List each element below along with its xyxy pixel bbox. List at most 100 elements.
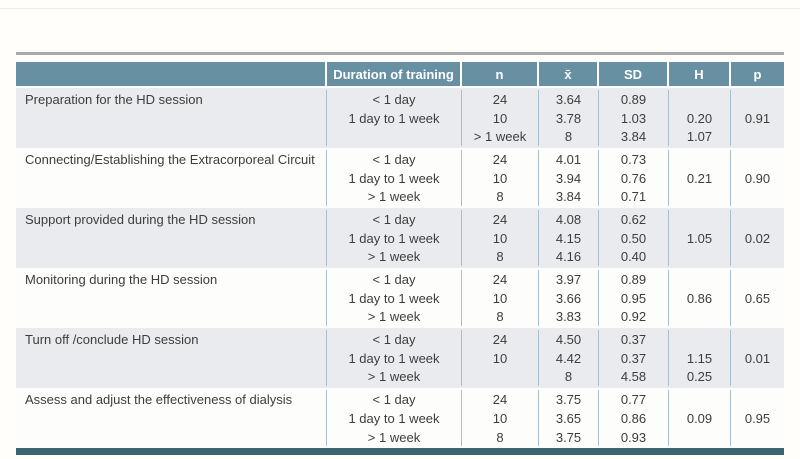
cell-xbar: 3.75 [539, 390, 599, 409]
table-row: 1 day to 1 week 10 3.78 1.03 0.20 0.91 [16, 108, 784, 128]
column-header-h: H [669, 62, 731, 86]
cell-n: 8 [462, 187, 539, 207]
table-row: > 1 week 8 4.16 0.40 [16, 247, 784, 267]
activity-label [16, 108, 327, 128]
table-row: Assess and adjust the effectiveness of d… [16, 390, 784, 409]
cell-p [731, 90, 784, 109]
cell-p [731, 187, 784, 206]
cell-sd: 0.40 [599, 247, 669, 267]
cell-n: 8 [462, 307, 539, 327]
table-row: > 1 week 8 3.83 0.92 [16, 307, 784, 327]
cell-sd: 0.92 [599, 307, 669, 327]
cell-p [731, 248, 784, 267]
cell-xbar: 4.50 [539, 330, 599, 349]
cell-n: 24 [462, 90, 539, 109]
cell-duration: 1 day to 1 week [327, 228, 462, 248]
table-group: Monitoring during the HD session < 1 day 2… [16, 268, 784, 329]
cell-sd: 0.62 [599, 210, 669, 229]
cell-duration: < 1 day [327, 270, 462, 289]
cell-h [669, 210, 731, 229]
cell-duration: < 1 day [327, 150, 462, 169]
cell-n [462, 367, 539, 387]
cell-p [731, 127, 784, 146]
cell-sd: 1.03 [599, 108, 669, 128]
table-row: > 1 week 8 4.58 0.25 [16, 367, 784, 387]
cell-p [731, 210, 784, 229]
cell-xbar: 4.16 [539, 247, 599, 267]
cell-p: 0.90 [744, 170, 771, 186]
cell-xbar: 4.15 [539, 228, 599, 248]
activity-label [16, 168, 327, 188]
cell-xbar: 4.08 [539, 210, 599, 229]
cell-h: 0.20 [669, 108, 731, 128]
cell-p [731, 308, 784, 327]
activity-label [16, 127, 327, 147]
cell-n: > 1 week [462, 127, 539, 147]
activity-label [16, 307, 327, 327]
table-top-rule [16, 52, 784, 55]
column-header-sd: SD [599, 62, 669, 86]
cell-duration: 1 day to 1 week [327, 108, 462, 128]
activity-label: Monitoring during the HD session [16, 270, 327, 289]
table-bottom-bar [16, 448, 784, 456]
cell-duration: > 1 week [327, 187, 462, 207]
cell-h: 0.86 [669, 288, 731, 308]
cell-xbar: 3.65 [539, 409, 599, 428]
cell-p [731, 270, 784, 289]
cell-sd: 3.84 [599, 127, 669, 147]
cell-xbar: 3.75 [539, 427, 599, 447]
table-row: > 1 week 8 3.84 0.71 [16, 187, 784, 207]
cell-h [669, 90, 731, 109]
cell-h [669, 390, 731, 409]
cell-duration: < 1 day [327, 330, 462, 349]
table-row: Monitoring during the HD session < 1 day 2… [16, 270, 784, 289]
cell-duration: < 1 day [327, 90, 462, 109]
cell-sd: 0.37 [599, 348, 669, 368]
cell-xbar: 3.64 [539, 90, 599, 109]
cell-sd: 0.50 [599, 228, 669, 248]
cell-h [669, 187, 731, 207]
table-group: Turn off /conclude HD session < 1 day 24 4.… [16, 328, 784, 389]
activity-label [16, 427, 327, 447]
cell-n: 24 [462, 210, 539, 229]
cell-sd: 0.93 [599, 427, 669, 447]
training-duration-stats-table: Duration of training n x̄ SD H p Prepara… [16, 52, 784, 456]
cell-sd: 0.89 [599, 90, 669, 109]
cell-p: 0.91 [744, 110, 771, 126]
cell-h [669, 270, 731, 289]
activity-label [16, 348, 327, 368]
cell-sd: 0.71 [599, 187, 669, 207]
column-header-p: p [753, 66, 762, 82]
table-group: Preparation for the HD session < 1 day 24 3… [16, 88, 784, 149]
cell-sd: 4.58 [599, 367, 669, 387]
cell-p: 0.65 [744, 290, 771, 306]
cell-h [669, 427, 731, 447]
cell-duration: 1 day to 1 week [327, 409, 462, 428]
cell-h [669, 330, 731, 349]
cell-n: 24 [462, 150, 539, 169]
table-row: Connecting/Establishing the Extracorpore… [16, 150, 784, 169]
cell-xbar: 3.78 [539, 108, 599, 128]
activity-label [16, 187, 327, 207]
activity-label: Turn off /conclude HD session [16, 330, 327, 349]
cell-duration: < 1 day [327, 390, 462, 409]
cell-n: 10 [462, 348, 539, 368]
cell-duration: > 1 week [327, 247, 462, 267]
cell-sd: 0.86 [599, 409, 669, 428]
column-header-duration: Duration of training [327, 62, 462, 86]
cell-n: 24 [462, 330, 539, 349]
activity-label [16, 247, 327, 267]
cell-xbar: 3.97 [539, 270, 599, 289]
cell-duration: > 1 week [327, 427, 462, 447]
cell-duration: < 1 day [327, 210, 462, 229]
cell-duration: > 1 week [327, 307, 462, 327]
cell-n: 10 [462, 288, 539, 308]
cell-p [731, 368, 784, 387]
cell-h [669, 150, 731, 169]
activity-label: Preparation for the HD session [16, 90, 327, 109]
activity-label: Support provided during the HD session [16, 210, 327, 229]
activity-label: Assess and adjust the effectiveness of d… [16, 390, 327, 409]
cell-n: 8 [462, 427, 539, 447]
column-header-activity [16, 62, 327, 86]
cell-h: 1.05 [669, 228, 731, 248]
